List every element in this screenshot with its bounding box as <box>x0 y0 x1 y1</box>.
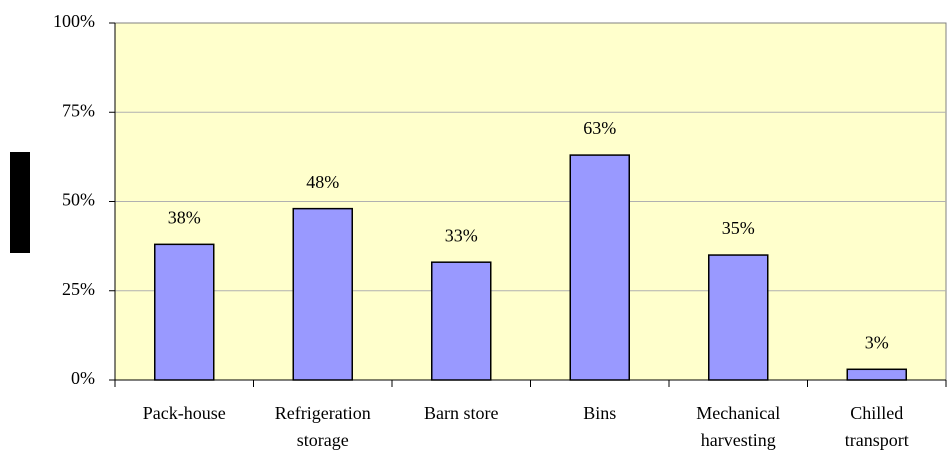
bar <box>431 261 492 381</box>
bar <box>154 243 215 381</box>
y-tick-label: 0% <box>71 368 95 388</box>
y-tick-label: 25% <box>62 279 95 299</box>
data-label: 35% <box>722 218 755 238</box>
x-tick-label: Mechanical harvesting <box>696 403 780 450</box>
bar <box>708 254 769 381</box>
y-tick-label: 100% <box>53 11 95 31</box>
y-tick-label: 75% <box>62 100 95 120</box>
data-label: 48% <box>306 172 339 192</box>
x-tick-label: Refrigeration storage <box>275 403 371 450</box>
y-axis-title-box <box>10 152 30 253</box>
x-tick-label: Pack-house <box>143 403 226 423</box>
bar <box>569 154 630 381</box>
x-tick-label: Chilled transport <box>845 403 909 450</box>
x-tick-label: Barn store <box>424 403 498 423</box>
data-label: 33% <box>445 225 478 245</box>
x-tick-label: Bins <box>583 403 616 423</box>
data-label: 38% <box>168 207 201 227</box>
data-label: 63% <box>583 118 616 138</box>
bar <box>846 368 907 381</box>
data-label: 3% <box>865 332 889 352</box>
y-tick-label: 50% <box>62 190 95 210</box>
bar <box>292 207 353 381</box>
